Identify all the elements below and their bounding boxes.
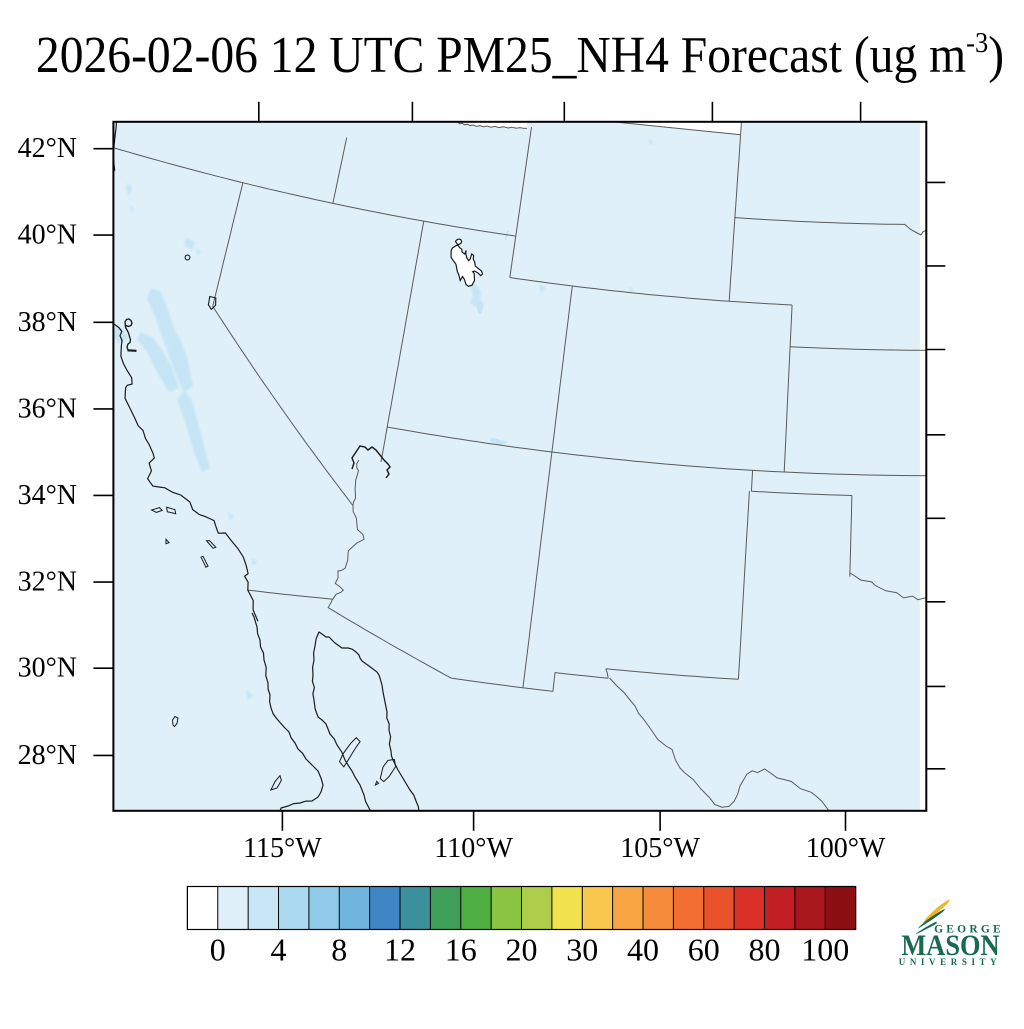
svg-text:4: 4 [271,932,287,968]
svg-text:8: 8 [331,932,347,968]
svg-text:20: 20 [506,932,538,968]
svg-text:30°N: 30°N [18,653,77,684]
svg-text:38°N: 38°N [18,307,77,338]
svg-text:16: 16 [445,932,477,968]
svg-text:GEORGE: GEORGE [934,924,1004,936]
svg-text:28°N: 28°N [18,740,77,771]
svg-text:12: 12 [384,932,416,968]
svg-text:40: 40 [627,932,659,968]
svg-text:100°W: 100°W [806,833,886,864]
svg-text:32°N: 32°N [18,567,77,598]
svg-text:UNIVERSITY: UNIVERSITY [899,957,1002,967]
svg-text:0: 0 [210,932,226,968]
svg-text:42°N: 42°N [18,133,77,164]
svg-text:110°W: 110°W [434,833,513,864]
svg-text:34°N: 34°N [18,480,77,511]
svg-text:MASON: MASON [901,930,1000,963]
svg-text:105°W: 105°W [620,833,700,864]
svg-text:40°N: 40°N [18,220,77,251]
svg-text:30: 30 [566,932,598,968]
svg-text:60: 60 [688,932,720,968]
svg-text:36°N: 36°N [18,393,77,424]
svg-text:115°W: 115°W [243,833,322,864]
svg-text:100: 100 [801,932,849,968]
svg-text:2026-02-06 12 UTC PM25_NH4 For: 2026-02-06 12 UTC PM25_NH4 Forecast (ug … [36,26,1004,83]
svg-text:80: 80 [749,932,781,968]
